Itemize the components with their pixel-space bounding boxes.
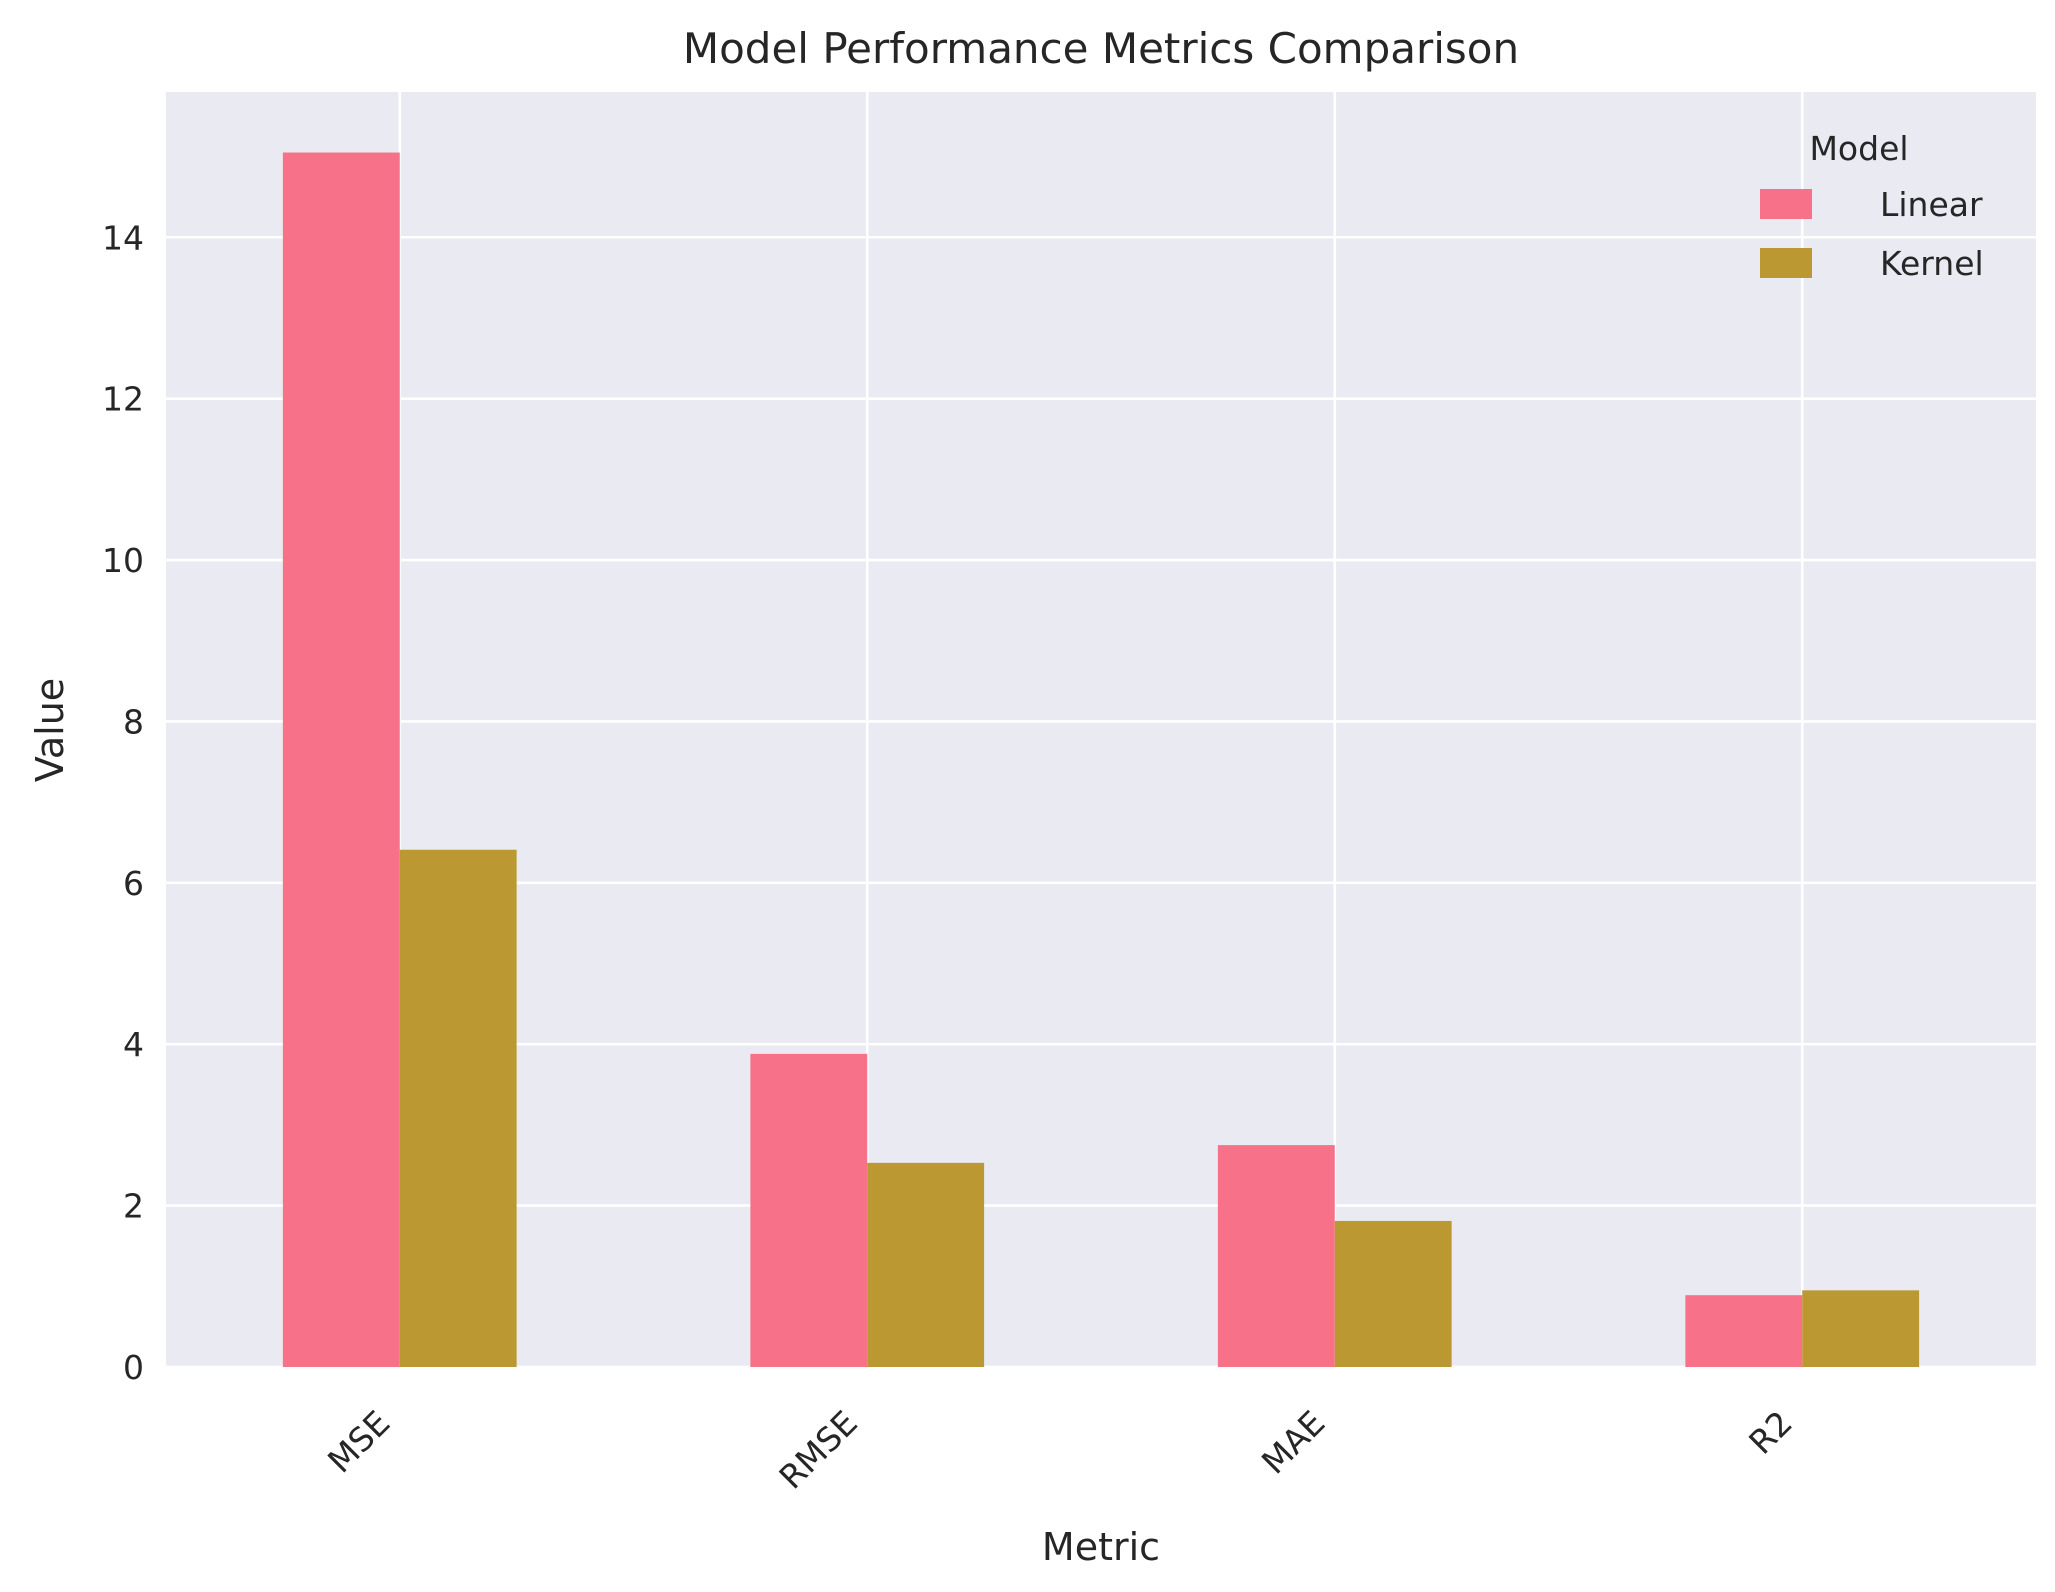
bar-kernel-mae [1334, 1220, 1452, 1367]
legend-swatch-kernel [1760, 248, 1812, 278]
legend-title: Model [1809, 129, 1908, 168]
chart-title: Model Performance Metrics Comparison [683, 24, 1519, 73]
y-tick-label: 6 [123, 864, 144, 903]
y-tick-label: 12 [102, 380, 144, 419]
bar-kernel-r2 [1802, 1290, 1920, 1367]
y-tick-label: 8 [123, 702, 144, 741]
bar-kernel-mse [399, 849, 517, 1367]
x-tick-label: MAE [1254, 1403, 1332, 1481]
x-tick-label: MSE [320, 1403, 397, 1480]
bar-kernel-rmse [867, 1162, 985, 1367]
legend-swatch-linear [1760, 189, 1812, 219]
legend-label-kernel: Kernel [1880, 244, 1984, 283]
bar-linear-rmse [750, 1053, 868, 1367]
y-tick-labels: 0 2 4 6 8 10 12 14 [102, 218, 144, 1387]
x-axis-title: Metric [1042, 1525, 1160, 1569]
bar-linear-mse [282, 152, 400, 1367]
legend-label-linear: Linear [1880, 185, 1983, 224]
y-tick-label: 10 [102, 541, 144, 580]
x-tick-labels: MSE RMSE MAE R2 [320, 1403, 1800, 1496]
y-tick-label: 0 [123, 1348, 144, 1387]
y-tick-label: 14 [102, 218, 144, 257]
y-tick-label: 4 [123, 1025, 144, 1064]
y-tick-label: 2 [123, 1187, 144, 1226]
y-axis-title: Value [28, 678, 72, 782]
x-tick-label: RMSE [771, 1403, 864, 1496]
x-tick-label: R2 [1741, 1403, 1800, 1462]
legend: Model Linear Kernel [1760, 129, 1984, 283]
bars [282, 152, 1920, 1367]
bar-linear-r2 [1685, 1295, 1803, 1367]
bar-linear-mae [1217, 1145, 1335, 1367]
